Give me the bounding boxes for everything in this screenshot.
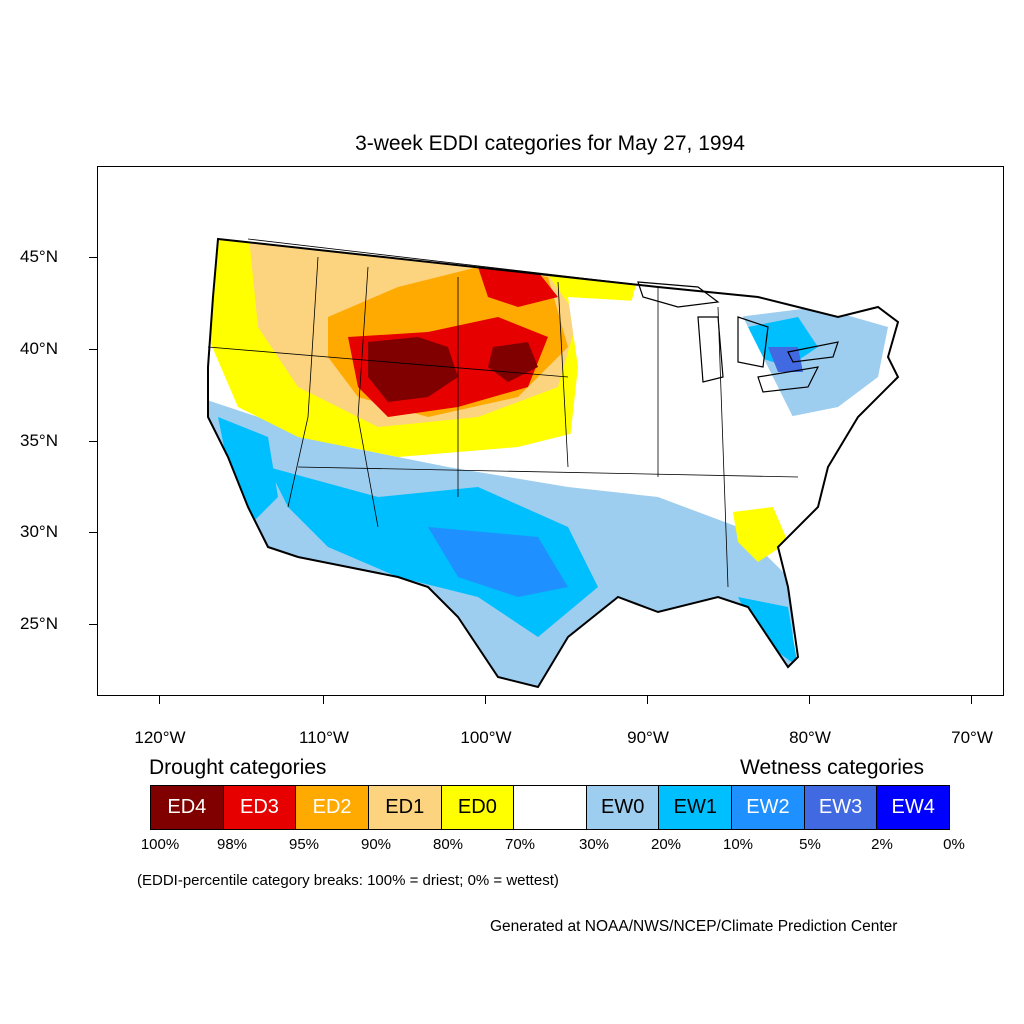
legend-cell-ed0: ED0 <box>440 786 514 829</box>
percent-break: 5% <box>799 836 821 853</box>
lat-tick <box>89 349 97 351</box>
percent-break: 30% <box>578 836 610 853</box>
legend-bar: ED4 ED3 ED2 ED1 ED0 EW0 EW1 EW2 EW3 EW4 <box>150 785 950 830</box>
coastlines <box>207 237 900 689</box>
legend-cell-ed4: ED4 <box>151 786 223 829</box>
percent-break: 80% <box>432 836 464 853</box>
lat-label-35: 35°N <box>20 431 58 450</box>
percent-break: 10% <box>722 836 754 853</box>
percent-break: 20% <box>650 836 682 853</box>
legend-cell-ew3: EW3 <box>803 786 877 829</box>
lat-tick <box>89 624 97 626</box>
legend-cell-ew2: EW2 <box>731 786 804 829</box>
wetness-header: Wetness categories <box>740 756 925 779</box>
lat-tick <box>89 441 97 443</box>
lon-tick <box>971 696 973 704</box>
lon-tick <box>485 696 487 704</box>
legend-cell-ew0: EW0 <box>585 786 659 829</box>
legend-cell-ew4: EW4 <box>876 786 950 829</box>
percent-break: 98% <box>216 836 248 853</box>
lon-label-110: 110°W <box>299 728 349 747</box>
lat-tick <box>89 532 97 534</box>
lat-label-40: 40°N <box>20 339 58 358</box>
category-note: (EDDI-percentile category breaks: 100% =… <box>137 872 559 889</box>
legend-cell-ed2: ED2 <box>295 786 368 829</box>
lon-label-120: 120°W <box>134 728 186 747</box>
percent-break: 70% <box>504 836 536 853</box>
lat-tick <box>89 257 97 259</box>
legend-cell-ed3: ED3 <box>222 786 296 829</box>
legend-cell-ew1: EW1 <box>658 786 732 829</box>
percent-break: 90% <box>360 836 392 853</box>
lat-label-25: 25°N <box>20 614 58 633</box>
eddi-map <box>97 166 1004 696</box>
percent-break: 2% <box>871 836 893 853</box>
lon-label-70: 70°W <box>951 728 993 747</box>
lon-label-100: 100°W <box>460 728 512 747</box>
map-title: 3-week EDDI categories for May 27, 1994 <box>355 132 745 155</box>
lat-label-30: 30°N <box>20 522 58 541</box>
map-canvas <box>207 237 900 689</box>
lon-tick <box>159 696 161 704</box>
legend-cell-neutral <box>513 786 586 829</box>
percent-break: 0% <box>943 836 965 853</box>
lon-label-90: 90°W <box>627 728 669 747</box>
percent-break: 100% <box>140 836 180 853</box>
lat-label-45: 45°N <box>20 247 58 266</box>
drought-header: Drought categories <box>149 756 327 779</box>
lon-tick <box>647 696 649 704</box>
legend-cell-ed1: ED1 <box>367 786 441 829</box>
lon-label-80: 80°W <box>789 728 831 747</box>
percent-break: 95% <box>288 836 320 853</box>
category-fields <box>208 239 888 687</box>
lon-tick <box>809 696 811 704</box>
lon-tick <box>323 696 325 704</box>
credit-line: Generated at NOAA/NWS/NCEP/Climate Predi… <box>490 918 898 935</box>
